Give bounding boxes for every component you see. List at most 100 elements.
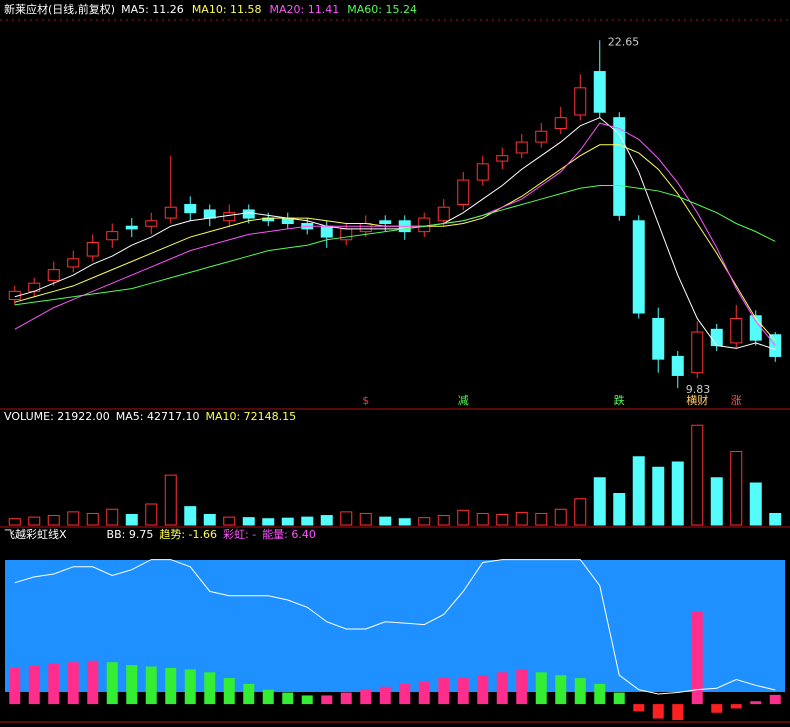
energy-bar <box>750 701 762 705</box>
candle-body <box>671 355 684 376</box>
legend-entry: MA10: 11.58 <box>192 3 262 16</box>
bb-line <box>14 559 776 695</box>
candle-body <box>535 130 548 143</box>
volume-bar <box>281 517 294 526</box>
volume-bar <box>223 516 236 526</box>
candle-body <box>359 222 372 233</box>
legend-entry: MA60: 15.24 <box>347 3 417 16</box>
energy-bar <box>204 672 216 705</box>
volume-ma-label: MA10: 72148.15 <box>205 410 296 423</box>
candle-body <box>496 155 509 162</box>
energy-bar <box>48 663 60 705</box>
candle-body <box>203 209 216 219</box>
energy-bar <box>769 694 781 705</box>
volume-bar <box>86 512 99 526</box>
indicator-label: 彩虹: - <box>223 528 256 541</box>
candle-body <box>86 241 99 257</box>
energy-bar <box>594 683 606 705</box>
energy-bar <box>145 666 157 705</box>
indicator-label: BB: 9.75 <box>107 528 154 541</box>
legend-entry: MA20: 11.41 <box>270 3 340 16</box>
volume-bar <box>632 456 645 526</box>
candle-body <box>613 117 626 216</box>
energy-bar <box>360 689 372 705</box>
candle-body <box>320 225 333 238</box>
candle-body <box>457 179 470 206</box>
volume-bar <box>398 518 411 526</box>
volume-bar <box>437 515 450 526</box>
volume-bar <box>67 511 80 526</box>
volume-bar <box>691 424 704 526</box>
volume-bar <box>671 461 684 526</box>
candle-body <box>593 71 606 113</box>
candle-body <box>691 331 704 374</box>
energy-bar <box>28 665 40 705</box>
ma-line <box>14 117 776 350</box>
volume-bar <box>613 493 626 526</box>
energy-bar <box>165 667 177 705</box>
energy-bar <box>379 686 391 705</box>
volume-bar <box>320 515 333 526</box>
energy-bar <box>633 704 645 712</box>
signal-label: 横财 <box>686 393 708 407</box>
high-label: 22.65 <box>608 35 640 48</box>
candle-body <box>652 317 665 360</box>
ma-line <box>14 122 776 346</box>
candle-body <box>710 328 723 347</box>
candle-body <box>184 204 197 214</box>
candle-body <box>418 217 431 233</box>
energy-bar <box>457 678 469 705</box>
indicator-band <box>5 560 785 692</box>
energy-bar <box>223 678 235 705</box>
energy-bar <box>243 683 255 705</box>
energy-bar <box>652 704 664 719</box>
energy-bar <box>730 704 742 709</box>
energy-bar <box>711 704 723 713</box>
candle-body <box>67 258 80 268</box>
energy-bar <box>321 695 333 705</box>
energy-bar <box>262 689 274 705</box>
candle-body <box>379 220 392 224</box>
candle-body <box>242 209 255 219</box>
volume-bar <box>554 508 567 526</box>
energy-bar <box>496 672 508 705</box>
energy-bar <box>126 665 138 705</box>
candle-body <box>574 87 587 116</box>
candle-body <box>749 315 762 341</box>
signal-label: 涨 <box>731 394 742 407</box>
energy-bar <box>516 669 528 705</box>
candle-body <box>632 220 645 314</box>
signal-label: $ <box>362 394 369 407</box>
volume-bar <box>47 515 60 526</box>
energy-bar <box>9 667 21 705</box>
candle-body <box>515 141 528 154</box>
candle-body <box>223 212 236 222</box>
energy-bar <box>574 678 586 705</box>
energy-bar <box>282 692 294 705</box>
volume-bar <box>457 509 470 526</box>
candle-body <box>47 269 60 281</box>
low-label: 9.83 <box>686 383 711 396</box>
indicator-label: 飞越彩虹线X <box>4 527 67 541</box>
volume-bar <box>515 511 528 526</box>
volume-label: VOLUME: 21922.00 <box>4 410 110 423</box>
volume-bar <box>418 517 431 526</box>
chart-title: 新莱应材(日线,前复权) <box>4 2 115 16</box>
energy-bar <box>67 662 79 705</box>
energy-bar <box>340 692 352 705</box>
candle-body <box>125 225 138 230</box>
volume-bar <box>301 516 314 526</box>
volume-bar <box>125 514 138 526</box>
candle-body <box>437 206 450 222</box>
signal-label: 跌 <box>614 393 625 407</box>
volume-bar <box>106 508 119 526</box>
energy-bar <box>87 660 99 705</box>
volume-bar <box>652 466 665 526</box>
volume-bar <box>593 477 606 526</box>
volume-bar <box>769 512 782 526</box>
volume-bar <box>476 512 489 526</box>
volume-bar <box>262 518 275 526</box>
volume-bar <box>340 511 353 526</box>
candle-body <box>145 220 158 227</box>
